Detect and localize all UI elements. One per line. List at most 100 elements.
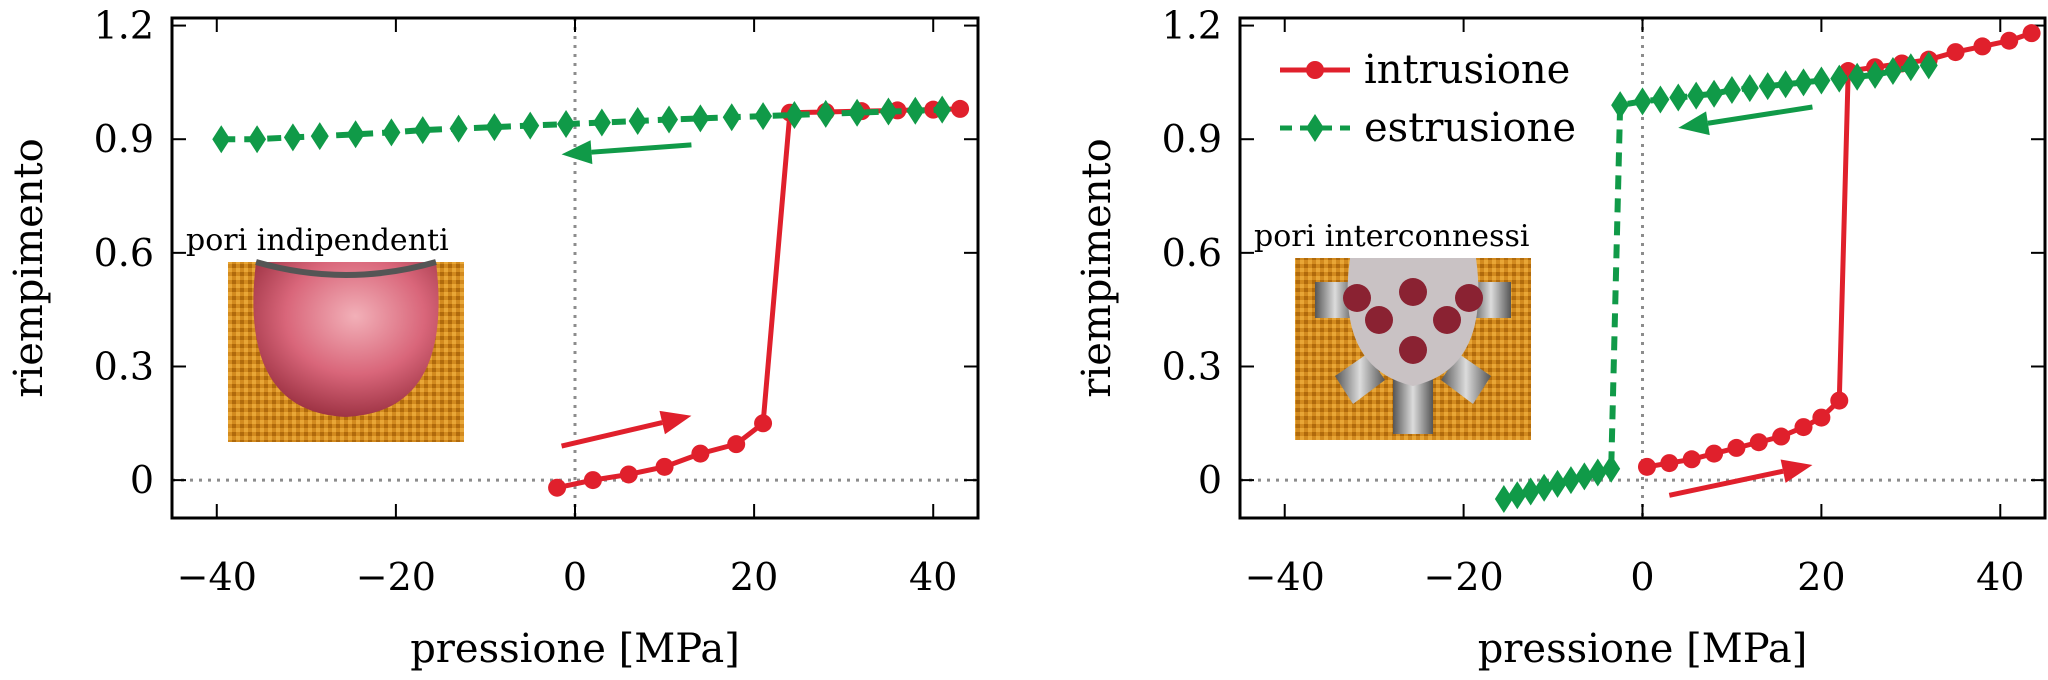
pore-channel xyxy=(1393,378,1433,434)
data-point xyxy=(1705,444,1724,463)
data-point xyxy=(619,465,638,484)
arrow-intrusione xyxy=(560,410,692,449)
x-tick-label: −20 xyxy=(1424,555,1504,599)
data-point xyxy=(310,122,329,151)
data-point xyxy=(816,99,835,128)
data-point xyxy=(1740,74,1759,103)
data-point xyxy=(1548,469,1567,498)
data-point xyxy=(1812,66,1831,95)
data-point xyxy=(1682,450,1701,469)
data-point xyxy=(1521,477,1540,506)
data-point xyxy=(485,113,504,142)
chart-panel-right: −40 −20 0 20 40 0 0.3 0.6 0.9 1.2 pori interconnes… xyxy=(1074,4,2047,672)
y-axis-label: riempimento xyxy=(6,138,52,397)
data-point xyxy=(1776,70,1795,99)
data-point xyxy=(1830,64,1849,93)
data-point xyxy=(1830,391,1849,410)
data-point xyxy=(1494,485,1513,514)
data-point xyxy=(1883,57,1902,86)
arrow-head xyxy=(659,410,692,435)
data-point xyxy=(583,471,602,490)
data-point xyxy=(722,103,741,132)
pore-opening xyxy=(1365,306,1393,334)
data-point xyxy=(1575,462,1594,491)
arrow-head xyxy=(1678,111,1710,136)
data-point xyxy=(449,114,468,143)
arrow-estrusione xyxy=(1678,104,1813,136)
x-tick-label: −20 xyxy=(356,555,436,599)
x-tick-label: 40 xyxy=(1976,555,2024,599)
y-tick-label: 0 xyxy=(1198,458,1222,502)
y-tick-label: 0 xyxy=(130,458,154,502)
data-point xyxy=(1848,62,1867,91)
y-axis-label: riempimento xyxy=(1074,138,1120,397)
data-point xyxy=(655,457,674,476)
arrow-shaft xyxy=(560,420,663,449)
data-point xyxy=(1866,60,1885,89)
data-point xyxy=(1611,91,1630,120)
x-tick-label: 40 xyxy=(909,555,957,599)
arrow-shaft xyxy=(1707,104,1813,126)
data-point xyxy=(660,105,679,134)
x-axis-label: pressione [MPa] xyxy=(410,626,740,672)
data-point xyxy=(1749,433,1768,452)
data-point xyxy=(1669,83,1688,112)
series-intrusione xyxy=(548,99,970,497)
y-tick-label: 0.9 xyxy=(94,117,154,161)
y-tick-label: 0.6 xyxy=(94,231,154,275)
data-point xyxy=(691,444,710,463)
data-point xyxy=(382,118,401,147)
x-tick-label: 20 xyxy=(1797,555,1845,599)
x-tick-label: −40 xyxy=(177,555,257,599)
spherical-pore-icon xyxy=(228,259,464,442)
data-point xyxy=(1973,37,1992,56)
data-point xyxy=(1946,43,1965,62)
data-point xyxy=(2000,31,2019,50)
data-point xyxy=(1727,438,1746,457)
data-point xyxy=(879,97,898,126)
inset-label: pori interconnessi xyxy=(1254,219,1529,254)
arrow-estrusione xyxy=(561,140,692,165)
data-point xyxy=(906,96,925,125)
data-point xyxy=(1901,53,1920,82)
data-point xyxy=(248,125,267,154)
series-estrusione xyxy=(212,95,952,154)
data-point xyxy=(691,104,710,133)
data-point xyxy=(1758,72,1777,101)
plot-frame xyxy=(1238,16,2047,520)
data-point xyxy=(1588,458,1607,487)
y-tick-label: 0.3 xyxy=(1162,344,1222,388)
x-axis-label: pressione [MPa] xyxy=(1478,626,1808,672)
arrow-head xyxy=(561,140,593,165)
data-point xyxy=(1561,466,1580,495)
pore-cavity xyxy=(1347,258,1479,386)
data-point xyxy=(1812,408,1831,427)
data-point xyxy=(1660,454,1679,473)
y-tick-label: 0.6 xyxy=(1162,231,1222,275)
inset-label: pori indipendenti xyxy=(186,223,449,258)
pore-opening xyxy=(1399,336,1427,364)
x-tick-label: −40 xyxy=(1245,555,1325,599)
data-point xyxy=(2022,24,2041,43)
data-point xyxy=(521,111,540,140)
data-point xyxy=(212,125,231,154)
chart-panel-left: −40 −20 0 20 40 0 0.3 0.6 0.9 1.2 pori indipendent… xyxy=(6,4,980,672)
data-point xyxy=(1919,51,1938,80)
y-tick-label: 1.2 xyxy=(1162,4,1222,48)
data-point xyxy=(283,123,302,152)
legend-label-estrusione: estrusione xyxy=(1364,105,1576,151)
x-tick-label: 0 xyxy=(563,555,587,599)
pore-cavity xyxy=(253,262,439,417)
data-point xyxy=(1794,68,1813,97)
data-point xyxy=(413,116,432,145)
data-point xyxy=(1633,87,1652,116)
y-tick-label: 1.2 xyxy=(94,4,154,48)
data-point xyxy=(548,478,567,497)
data-point xyxy=(557,110,576,139)
legend-label-intrusione: intrusione xyxy=(1364,47,1570,93)
series-estrusione xyxy=(1494,51,1938,514)
arrow-intrusione xyxy=(1668,459,1813,498)
x-tick-label: 20 xyxy=(730,555,778,599)
data-point xyxy=(848,98,867,127)
